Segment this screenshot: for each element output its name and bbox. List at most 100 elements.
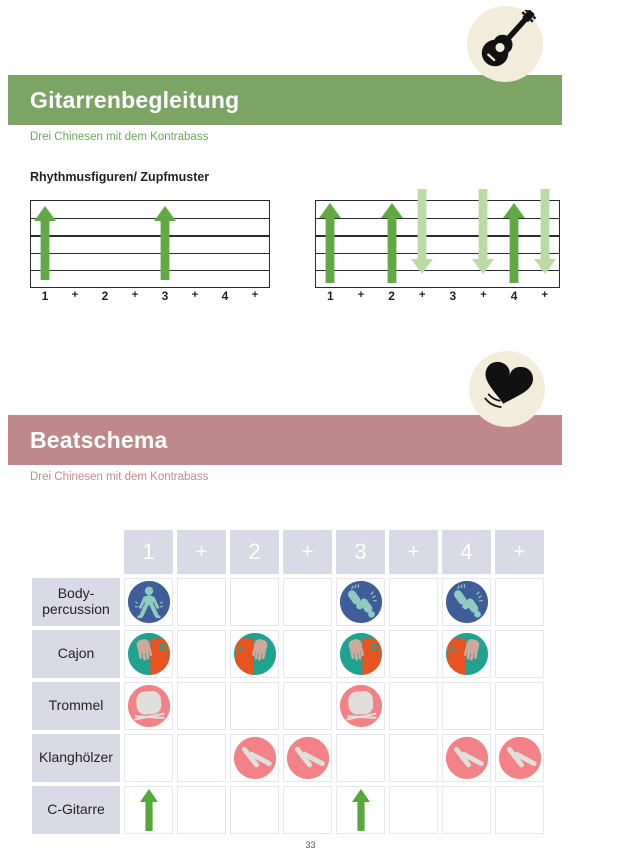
beat-label: 1 (41, 289, 49, 303)
beat-labels: 1 +2 +3 +4 + (30, 289, 270, 303)
svg-text:R: R (371, 642, 379, 654)
beat-label: 2 (388, 289, 395, 303)
string-line (316, 235, 559, 237)
beat-cell (442, 786, 491, 834)
guitar-section-subtitle: Drei Chinesen mit dem Kontrabass (30, 131, 209, 143)
beat-section-banner: Beatschema (8, 415, 562, 465)
beat-column-header: 2 (230, 530, 279, 574)
strum-staff (315, 200, 560, 288)
beat-cell (230, 682, 279, 730)
beat-cell (442, 734, 491, 782)
strum-up-arrow (34, 206, 56, 280)
beat-label: + (71, 289, 79, 301)
beat-cell (336, 786, 385, 834)
beat-column-header: + (495, 530, 544, 574)
beat-cell (336, 682, 385, 730)
beat-cell (177, 578, 226, 626)
beat-label: 4 (221, 289, 229, 303)
beat-cell (389, 682, 438, 730)
beat-cell: L (442, 630, 491, 678)
strum-pattern-1: 1 +2 +3 +4 + (30, 185, 270, 310)
beat-cell (230, 786, 279, 834)
strum-up-arrow (503, 203, 526, 283)
beat-cell: L (230, 630, 279, 678)
string-line (316, 252, 559, 254)
strum-up-arrow (380, 203, 403, 283)
svg-text:L: L (238, 642, 245, 654)
heart-icon (475, 355, 539, 424)
beat-cell (177, 734, 226, 782)
beat-label: + (251, 289, 259, 301)
svg-text:R: R (159, 642, 167, 654)
page-number: 33 (305, 840, 316, 850)
beat-cell (177, 786, 226, 834)
table-corner-cell (32, 530, 120, 574)
bodypercussion-sit-icon (127, 580, 170, 624)
claves-icon (233, 736, 276, 780)
beat-table: 1 +2 +3 +4 + Body- percussion (32, 530, 544, 834)
beat-cell (124, 682, 173, 730)
beat-cell (495, 578, 544, 626)
beat-label: + (418, 289, 426, 301)
beat-label: + (131, 289, 139, 301)
beat-label: 3 (161, 289, 169, 303)
beat-cell (495, 630, 544, 678)
beat-label: + (541, 289, 548, 301)
beat-column-header: + (389, 530, 438, 574)
beat-cell (336, 578, 385, 626)
strum-down-arrow (411, 189, 434, 274)
beat-cell: R (336, 630, 385, 678)
beat-column-header: 4 (442, 530, 491, 574)
cajon-left-hand-icon: L (233, 632, 276, 676)
beat-cell (283, 682, 332, 730)
claves-icon (286, 736, 329, 780)
beat-cell (177, 682, 226, 730)
strum-down-arrow (472, 189, 495, 274)
row-label: Body- percussion (32, 578, 120, 626)
beat-cell (389, 578, 438, 626)
drum-icon (127, 684, 170, 728)
string-line (316, 218, 559, 220)
guitar-icon (473, 7, 537, 79)
beat-label: + (357, 289, 365, 301)
beat-cell (389, 630, 438, 678)
beat-cell (336, 734, 385, 782)
string-line (31, 252, 269, 254)
beat-section-subtitle: Drei Chinesen mit dem Kontrabass (30, 471, 209, 483)
string-line (31, 269, 269, 272)
beat-cell (442, 578, 491, 626)
beat-labels: 1 +2 +3 +4 + (315, 289, 560, 303)
beat-cell (442, 682, 491, 730)
beat-cell (283, 578, 332, 626)
beat-section-title: Beatschema (30, 426, 168, 453)
beat-cell (230, 734, 279, 782)
beat-cell (124, 578, 173, 626)
beat-label: + (480, 289, 487, 301)
strum-up-arrow-icon (139, 789, 158, 831)
beat-column-header: + (283, 530, 332, 574)
beat-cell (283, 786, 332, 834)
strum-up-arrow (319, 203, 342, 283)
claves-icon (498, 736, 541, 780)
beat-column-header: 3 (336, 530, 385, 574)
strum-patterns-heading: Rhythmusfiguren/ Zupfmuster (30, 170, 210, 184)
strum-staff (30, 200, 270, 288)
beat-label: 3 (449, 289, 457, 303)
beat-cell (389, 734, 438, 782)
row-label: Klanghölzer (32, 734, 120, 782)
beat-cell (283, 630, 332, 678)
svg-text:L: L (450, 642, 457, 654)
guitar-badge (467, 6, 543, 82)
beat-cell (124, 786, 173, 834)
beat-label: 4 (510, 289, 518, 303)
beat-cell (230, 578, 279, 626)
cajon-left-hand-icon: L (445, 632, 488, 676)
beat-column-header: 1 (124, 530, 173, 574)
heart-badge (469, 351, 545, 427)
bodypercussion-stomp-icon (445, 580, 488, 624)
guitar-section-title: Gitarrenbegleitung (30, 86, 240, 113)
row-label: Trommel (32, 682, 120, 730)
beat-cell (124, 734, 173, 782)
beat-cell (495, 786, 544, 834)
